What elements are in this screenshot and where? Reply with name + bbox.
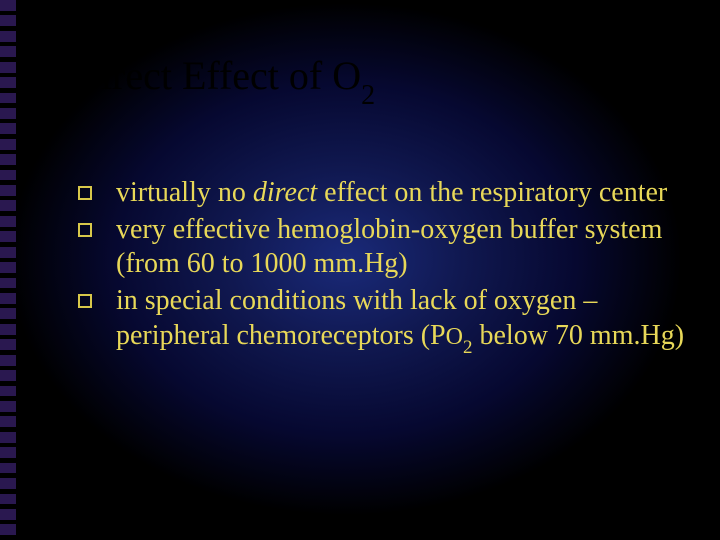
decorative-tick bbox=[0, 216, 16, 227]
decorative-tick bbox=[0, 247, 16, 258]
decorative-tick bbox=[0, 370, 16, 381]
list-item: virtually no direct effect on the respir… bbox=[78, 176, 688, 211]
list-item: very effective hemoglobin-oxygen buffer … bbox=[78, 213, 688, 282]
decorative-tick bbox=[0, 416, 16, 427]
slide: Direct Effect of O2 virtually no direct … bbox=[0, 0, 720, 540]
decorative-tick bbox=[0, 293, 16, 304]
decorative-tick bbox=[0, 308, 16, 319]
decorative-tick bbox=[0, 15, 16, 26]
decorative-tick bbox=[0, 509, 16, 520]
decorative-tick bbox=[0, 463, 16, 474]
decorative-tick bbox=[0, 355, 16, 366]
decorative-tick bbox=[0, 185, 16, 196]
list-item-text: virtually no direct effect on the respir… bbox=[116, 176, 667, 211]
decorative-tick bbox=[0, 0, 16, 11]
decorative-tick bbox=[0, 432, 16, 443]
decorative-tick bbox=[0, 123, 16, 134]
decorative-tick bbox=[0, 231, 16, 242]
bullet-list: virtually no direct effect on the respir… bbox=[78, 176, 688, 359]
decorative-tick bbox=[0, 278, 16, 289]
decorative-tick bbox=[0, 324, 16, 335]
decorative-tick bbox=[0, 339, 16, 350]
decorative-tick bbox=[0, 108, 16, 119]
list-item-text: in special conditions with lack of oxyge… bbox=[116, 284, 688, 357]
decorative-tick bbox=[0, 77, 16, 88]
title-text: Direct Effect of O bbox=[72, 53, 361, 98]
decorative-tick bbox=[0, 139, 16, 150]
decorative-tick bbox=[0, 401, 16, 412]
decorative-tick bbox=[0, 170, 16, 181]
decorative-tick bbox=[0, 524, 16, 535]
decorative-tick bbox=[0, 262, 16, 273]
decorative-tick bbox=[0, 62, 16, 73]
decorative-tick bbox=[0, 93, 16, 104]
decorative-tick bbox=[0, 200, 16, 211]
decorative-tick bbox=[0, 494, 16, 505]
list-item-text: very effective hemoglobin-oxygen buffer … bbox=[116, 213, 688, 282]
decorative-tick bbox=[0, 31, 16, 42]
bullet-square-icon bbox=[78, 186, 92, 200]
decorative-tick bbox=[0, 478, 16, 489]
title-subscript: 2 bbox=[361, 80, 375, 111]
left-decorative-bar bbox=[0, 0, 30, 540]
decorative-tick bbox=[0, 46, 16, 57]
decorative-tick bbox=[0, 386, 16, 397]
decorative-tick bbox=[0, 447, 16, 458]
bullet-square-icon bbox=[78, 294, 92, 308]
bullet-square-icon bbox=[78, 223, 92, 237]
decorative-tick bbox=[0, 154, 16, 165]
slide-title: Direct Effect of O2 bbox=[72, 52, 375, 106]
list-item: in special conditions with lack of oxyge… bbox=[78, 284, 688, 357]
